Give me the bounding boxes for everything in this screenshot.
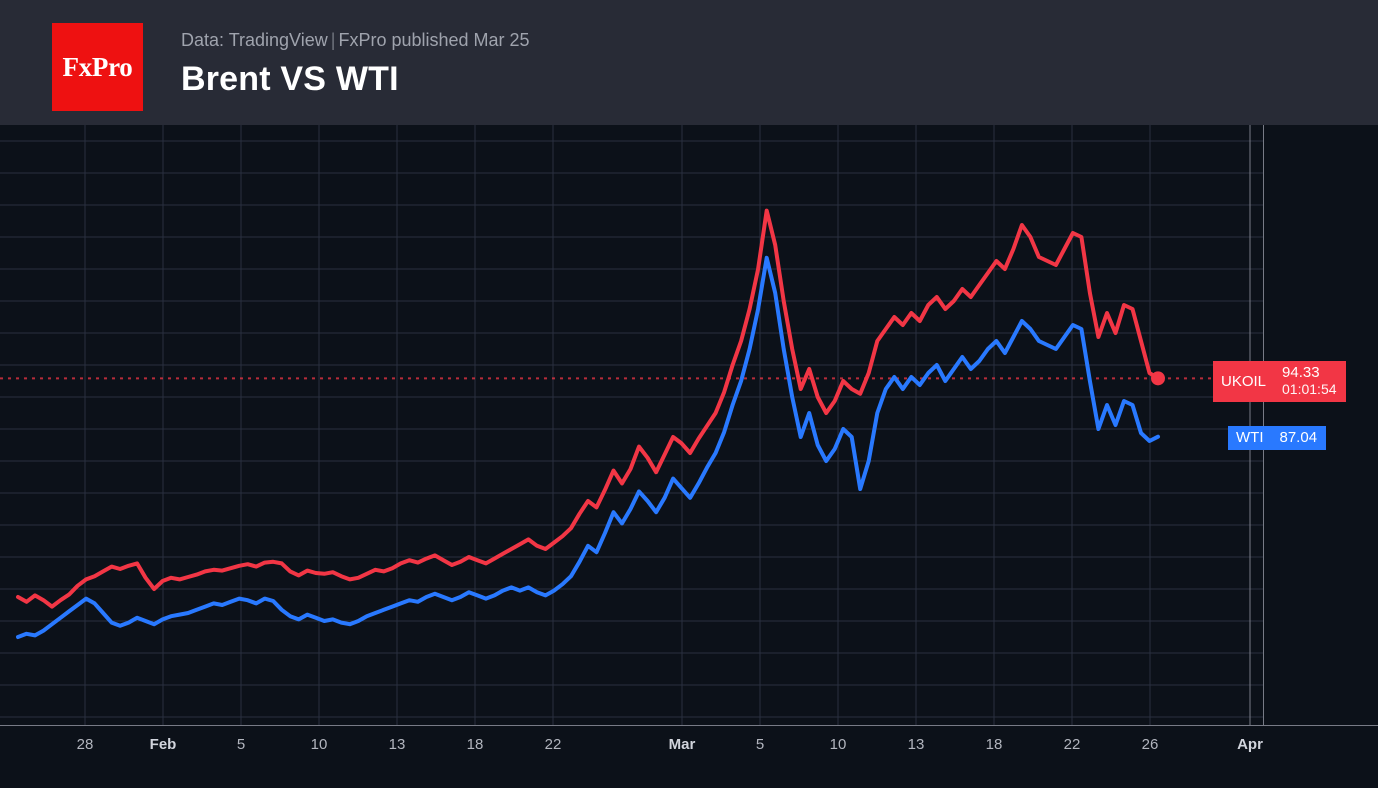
time-axis-separator: [0, 725, 1378, 726]
time-tick-label: 10: [310, 736, 328, 753]
time-tick-label: 5: [236, 736, 246, 753]
time-tick-label: Feb: [149, 736, 177, 753]
chart-header: FxPro Data: TradingView | FxPro published …: [0, 0, 1378, 125]
time-tick-label: 22: [1063, 736, 1081, 753]
page-title: Brent VS WTI: [181, 60, 399, 98]
ukoil-badge-countdown: 01:01:54: [1282, 381, 1337, 398]
wti-badge-label: WTI: [1228, 425, 1271, 450]
ukoil-badge-price: 94.33: [1282, 364, 1320, 382]
time-tick-label: Mar: [668, 736, 696, 753]
header-text-block: Data: TradingView | FxPro published Mar 25…: [181, 29, 530, 99]
fxpro-logo-text: FxPro: [62, 51, 133, 82]
time-tick-label: 5: [755, 736, 765, 753]
price-chart-svg[interactable]: [0, 125, 1378, 788]
time-tick-label: 26: [1141, 736, 1159, 753]
publisher-label: FxPro published Mar 25: [338, 30, 530, 50]
ukoil-last-point-marker: [1151, 371, 1165, 386]
time-tick-label: 28: [76, 736, 94, 753]
time-tick-label: 18: [985, 736, 1003, 753]
wti-price-badge[interactable]: WTI 87.04: [1228, 425, 1327, 450]
chart-subtitle: Data: TradingView | FxPro published Mar 25: [181, 29, 530, 51]
time-tick-label: 13: [388, 736, 406, 753]
time-tick-label: 18: [466, 736, 484, 753]
data-source-label: Data: TradingView: [181, 30, 328, 50]
fxpro-logo: FxPro: [52, 23, 143, 111]
time-tick-label: 10: [829, 736, 847, 753]
ukoil-badge-label: UKOIL: [1213, 361, 1274, 403]
time-tick-label: 22: [544, 736, 562, 753]
ukoil-badge-value-group: 94.33 01:01:54: [1273, 361, 1346, 403]
price-axis-separator: [1263, 125, 1264, 725]
price-axis[interactable]: 124.00120.00116.00112.00108.00104.00100.…: [1263, 125, 1378, 788]
wti-badge-value-group: 87.04: [1270, 425, 1327, 450]
series-line-ukoil[interactable]: [16, 208, 1160, 609]
time-tick-label: 13: [907, 736, 925, 753]
series-line-wti[interactable]: [16, 255, 1160, 639]
subtitle-separator: |: [330, 30, 336, 50]
ukoil-price-badge[interactable]: UKOIL 94.33 01:01:54: [1213, 361, 1346, 403]
chart-area[interactable]: 124.00120.00116.00112.00108.00104.00100.…: [0, 125, 1378, 788]
time-tick-label: Apr: [1237, 736, 1263, 753]
wti-badge-price: 87.04: [1279, 428, 1318, 446]
